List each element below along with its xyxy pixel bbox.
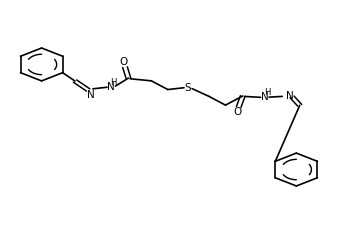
Text: H: H — [110, 78, 117, 87]
Text: N: N — [87, 91, 95, 100]
Text: O: O — [233, 107, 241, 117]
Text: H: H — [264, 88, 270, 97]
Text: O: O — [120, 57, 128, 67]
Text: N: N — [107, 82, 115, 92]
Text: N: N — [261, 92, 269, 102]
Text: S: S — [185, 83, 191, 93]
Text: N: N — [286, 91, 294, 101]
